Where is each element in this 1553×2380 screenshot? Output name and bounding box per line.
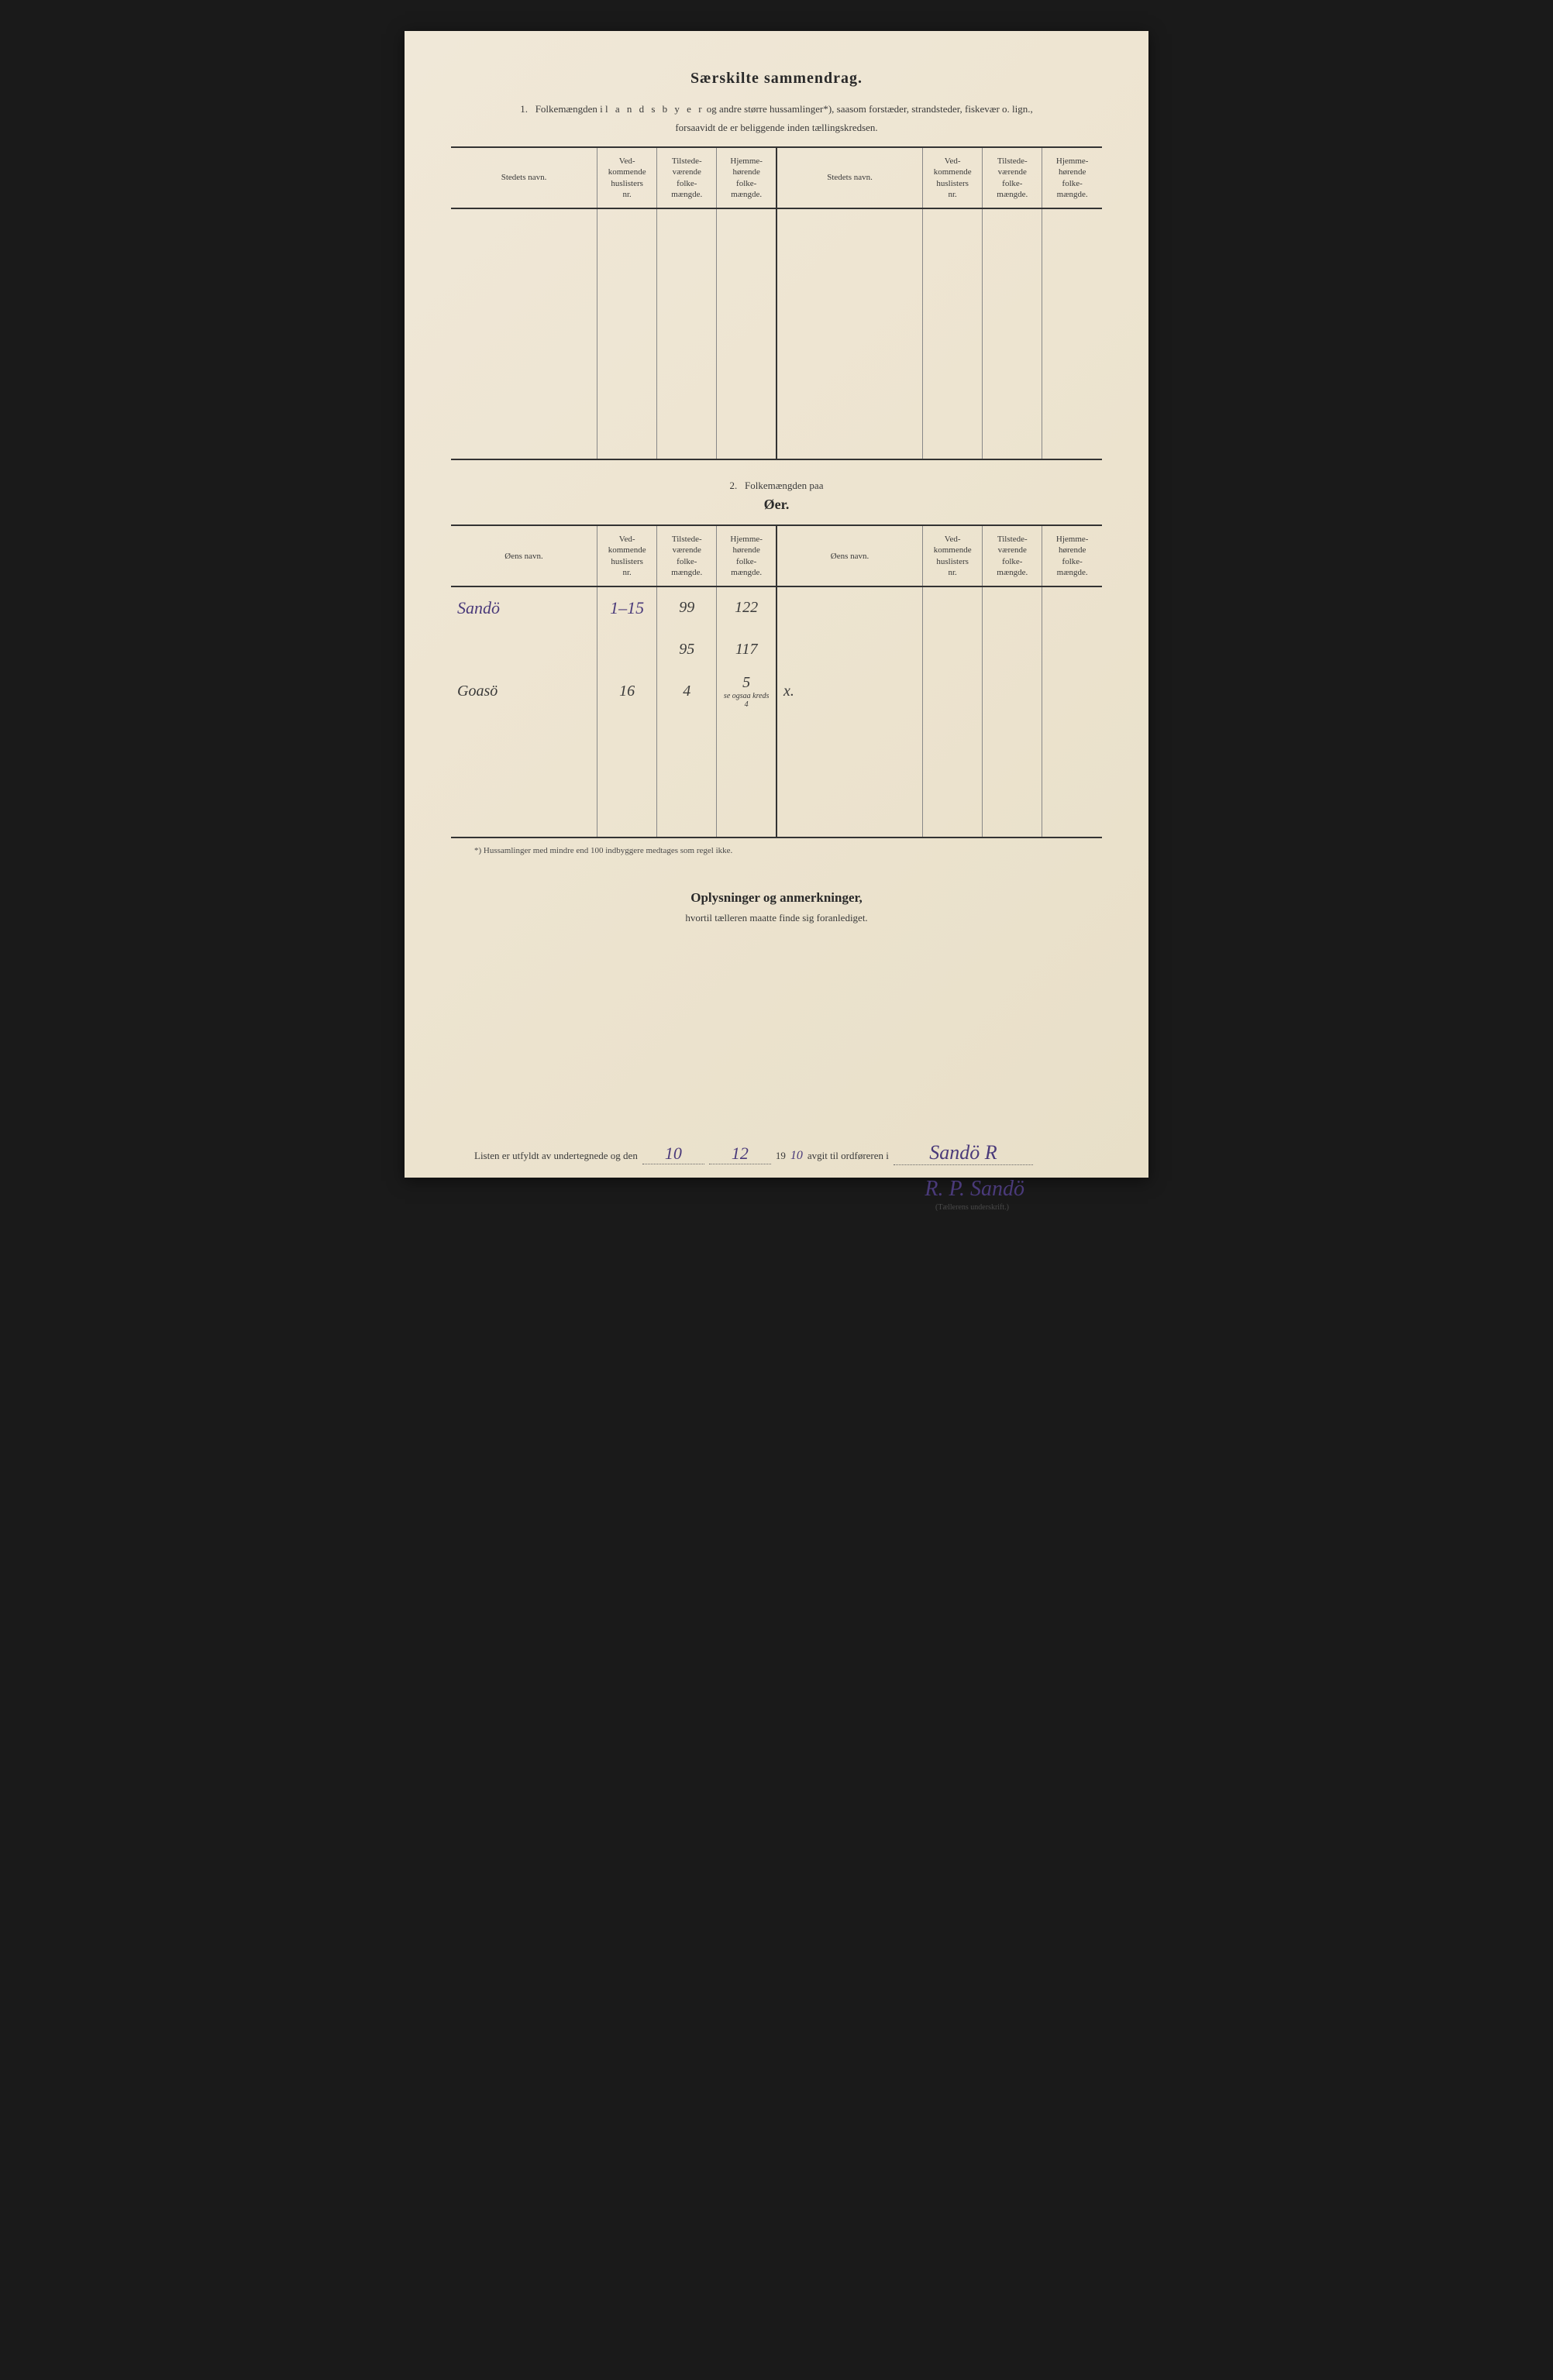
- table2-header-col3: Tilstede- værende folke- mængde.: [657, 525, 717, 586]
- table2-header-col7: Tilstede- værende folke- mængde.: [983, 525, 1042, 586]
- table1-row: [451, 250, 1102, 292]
- table1-header-col3: Tilstede- værende folke- mængde.: [657, 147, 717, 208]
- table2-header-col6: Ved- kommende huslisters nr.: [923, 525, 983, 586]
- section2-number-line: 2. Folkemængden paa: [451, 480, 1102, 492]
- table1-header-col6: Ved- kommende huslisters nr.: [923, 147, 983, 208]
- document-page: Særskilte sammendrag. 1. Folkemængden i …: [405, 31, 1148, 1178]
- table1-header-col5: Stedets navn.: [776, 147, 923, 208]
- row1-hjemme: 122: [735, 599, 758, 616]
- signature-year-prefix: 19: [776, 1150, 786, 1162]
- info-subtitle: hvortil tælleren maatte finde sig foranl…: [451, 912, 1102, 924]
- signature-prefix: Listen er utfyldt av undertegnede og den: [474, 1150, 638, 1162]
- info-title: Oplysninger og anmerkninger,: [451, 890, 1102, 906]
- table1-header-col8: Hjemme- hørende folke- mængde.: [1042, 147, 1102, 208]
- table1-header-col4: Hjemme- hørende folke- mængde.: [717, 147, 776, 208]
- table2-header-row: Øens navn. Ved- kommende huslisters nr. …: [451, 525, 1102, 586]
- table1-row: [451, 208, 1102, 250]
- table1-row: [451, 292, 1102, 334]
- table2-row: 95 117: [451, 628, 1102, 670]
- table2-header-col8: Hjemme- hørende folke- mængde.: [1042, 525, 1102, 586]
- section1-intro: 1. Folkemængden i l a n d s b y e r og a…: [451, 101, 1102, 117]
- table-section1: Stedets navn. Ved- kommende huslisters n…: [451, 146, 1102, 460]
- section1-intro-line2: forsaavidt de er beliggende inden tællin…: [451, 120, 1102, 136]
- main-title: Særskilte sammendrag.: [451, 70, 1102, 88]
- row3-name2: x.: [783, 683, 794, 700]
- signature-label: (Tællerens underskrift.): [451, 1203, 1102, 1212]
- table1-row: [451, 418, 1102, 459]
- table2-row: [451, 754, 1102, 796]
- table2-header-col5: Øens navn.: [776, 525, 923, 586]
- row3-tilstede: 4: [683, 683, 690, 700]
- row3-hjemme: 5: [742, 674, 750, 691]
- table1-row: [451, 376, 1102, 418]
- signature-middle: avgit til ordføreren i: [807, 1150, 889, 1162]
- signature-line: Listen er utfyldt av undertegnede og den…: [451, 1141, 1102, 1165]
- signature-year-suffix: 10: [790, 1149, 803, 1163]
- row3-nr: 16: [619, 683, 635, 700]
- signature-date-day: 10: [642, 1144, 704, 1164]
- row2-tilstede: 95: [679, 641, 694, 658]
- row3-name: Goasö: [457, 683, 498, 700]
- row1-nr: 1–15: [610, 598, 644, 617]
- table1-header-row: Stedets navn. Ved- kommende huslisters n…: [451, 147, 1102, 208]
- footnote: *) Hussamlinger med mindre end 100 indby…: [474, 846, 1102, 855]
- table1-row: [451, 334, 1102, 376]
- section2-number: 2.: [730, 480, 738, 491]
- table1-header-col2: Ved- kommende huslisters nr.: [597, 147, 657, 208]
- table-section2: Øens navn. Ved- kommende huslisters nr. …: [451, 524, 1102, 838]
- signature-name-container: R. P. Sandö: [451, 1177, 1102, 1202]
- section1-intro-text1b: og andre større hussamlinger*), saasom f…: [707, 103, 1033, 115]
- table2-row: Sandö 1–15 99 122: [451, 586, 1102, 628]
- section1-intro-text1: Folkemængden i: [535, 103, 603, 115]
- section1-number: 1.: [520, 103, 528, 115]
- table2-header-col2: Ved- kommende huslisters nr.: [597, 525, 657, 586]
- row1-tilstede: 99: [679, 599, 694, 616]
- table1-header-col7: Tilstede- værende folke- mængde.: [983, 147, 1042, 208]
- row1-name: Sandö: [457, 598, 500, 617]
- signature-date-month: 12: [709, 1144, 771, 1164]
- section2-subtitle: Øer.: [451, 497, 1102, 513]
- section1-intro-spaced: l a n d s b y e r: [605, 103, 704, 115]
- signature-name: R. P. Sandö: [925, 1177, 1024, 1201]
- section2-number-text: Folkemængden paa: [745, 480, 823, 491]
- table1-header-col1: Stedets navn.: [451, 147, 597, 208]
- table2-header-col1: Øens navn.: [451, 525, 597, 586]
- row2-hjemme: 117: [735, 641, 758, 658]
- table2-row: Goasö 16 4 5 se ogsaa kreds 4 x.: [451, 670, 1102, 712]
- signature-place: Sandö R: [894, 1141, 1033, 1165]
- table2-row: [451, 796, 1102, 837]
- row3-note: se ogsaa kreds 4: [723, 692, 770, 709]
- table2-row: [451, 712, 1102, 754]
- table2-header-col4: Hjemme- hørende folke- mængde.: [717, 525, 776, 586]
